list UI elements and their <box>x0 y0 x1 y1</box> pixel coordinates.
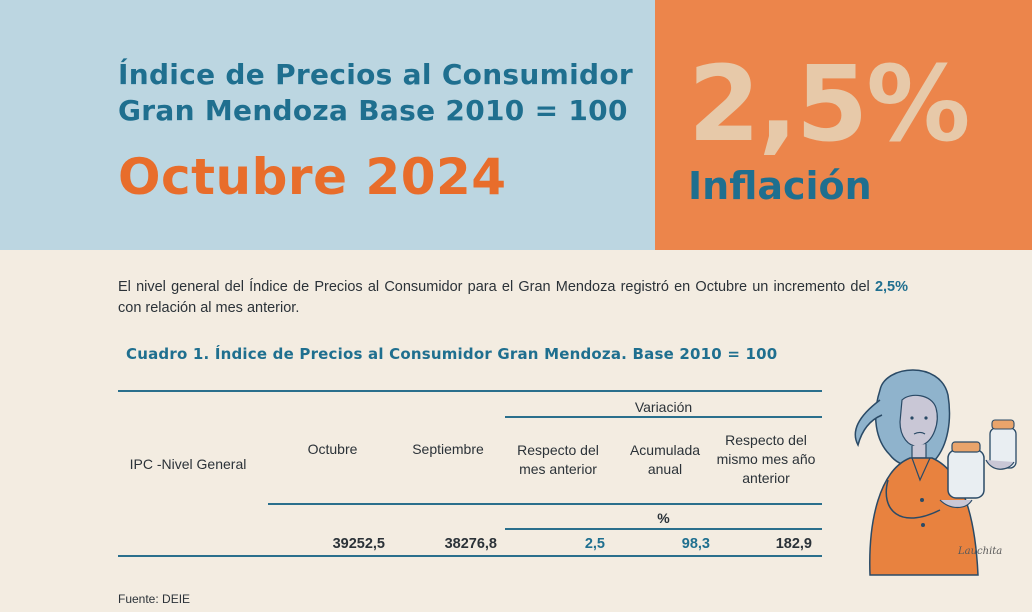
cell-octubre: 39252,5 <box>332 536 385 552</box>
cell-septiembre: 38276,8 <box>444 536 497 552</box>
table-col-header-septiembre: Septiembre <box>412 441 484 457</box>
table-group-rule <box>505 416 822 418</box>
table-col-header-octubre: Octubre <box>307 441 358 457</box>
cell-mes-anterior: 2,5 <box>584 536 605 552</box>
page-title-line1: Índice de Precios al Consumidor <box>118 58 633 91</box>
intro-text-before: El nivel general del Índice de Precios a… <box>118 279 875 295</box>
inflation-rate: 2,5% <box>688 43 970 165</box>
inflation-label: Inflación <box>688 164 872 208</box>
table-col-header-mes-anterior: Respecto del mes anterior <box>517 442 599 477</box>
table-unit-label: % <box>657 510 670 526</box>
report-month: Octubre 2024 <box>118 148 507 206</box>
table-col-header-mismo-mes: Respecto del mismo mes año anterior <box>716 432 816 486</box>
cell-acumulada: 98,3 <box>681 536 710 552</box>
woman-with-jar-illustration <box>854 369 1017 576</box>
illustration-signature: Lauchita <box>958 546 1003 557</box>
table-unit-rule <box>505 528 822 530</box>
header-banner-left <box>0 0 655 250</box>
table-group-header: Variación <box>634 399 693 415</box>
page-title-line2: Gran Mendoza Base 2010 = 100 <box>118 94 628 127</box>
table-top-rule <box>118 390 822 392</box>
cell-mismo-mes: 182,9 <box>775 536 812 552</box>
table-col-header-ipc: IPC -Nivel General <box>129 456 247 472</box>
table-caption: Cuadro 1. Índice de Precios al Consumido… <box>126 345 778 363</box>
intro-text-after: con relación al mes anterior. <box>118 300 300 316</box>
table-col-header-acumulada: Acumulada anual <box>629 442 701 477</box>
intro-highlight: 2,5% <box>874 279 908 295</box>
source-note: Fuente: DEIE <box>118 592 191 606</box>
table-header-rule <box>268 503 822 505</box>
intro-paragraph: El nivel general del Índice de Precios a… <box>118 277 908 319</box>
table-bottom-rule <box>118 555 822 557</box>
header-banner-right <box>655 0 1032 250</box>
